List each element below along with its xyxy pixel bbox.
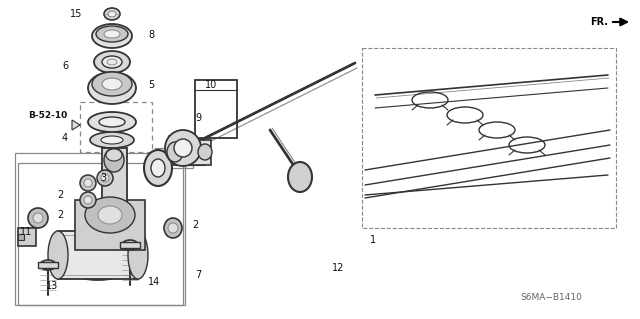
Ellipse shape: [107, 59, 117, 65]
Ellipse shape: [167, 142, 183, 162]
Ellipse shape: [28, 208, 48, 228]
Ellipse shape: [53, 230, 143, 280]
Bar: [173, 140, 211, 165]
Ellipse shape: [198, 144, 212, 160]
Text: 13: 13: [46, 281, 58, 291]
Bar: [18, 234, 24, 240]
Text: 11: 11: [20, 227, 32, 237]
Ellipse shape: [98, 206, 122, 224]
Ellipse shape: [104, 8, 120, 20]
Text: 3: 3: [100, 173, 106, 183]
Ellipse shape: [84, 196, 92, 204]
Ellipse shape: [165, 130, 201, 166]
Ellipse shape: [151, 159, 165, 177]
Bar: [18, 228, 36, 246]
Ellipse shape: [168, 223, 178, 233]
Ellipse shape: [101, 174, 109, 182]
Ellipse shape: [92, 24, 132, 48]
Bar: [58, 231, 138, 279]
Bar: [195, 80, 237, 138]
Text: 9: 9: [195, 113, 201, 123]
Text: 2: 2: [57, 210, 63, 220]
Ellipse shape: [102, 78, 122, 90]
Ellipse shape: [108, 11, 116, 17]
Bar: [75, 200, 145, 250]
Text: 5: 5: [148, 80, 154, 90]
Ellipse shape: [85, 197, 135, 233]
Ellipse shape: [104, 148, 124, 172]
Ellipse shape: [97, 170, 113, 186]
Ellipse shape: [80, 192, 96, 208]
Ellipse shape: [288, 162, 312, 192]
Ellipse shape: [48, 231, 68, 279]
Ellipse shape: [101, 136, 123, 144]
Text: 14: 14: [148, 277, 160, 287]
Text: 7: 7: [195, 270, 201, 280]
Ellipse shape: [88, 112, 136, 132]
Ellipse shape: [174, 139, 192, 157]
Text: 8: 8: [148, 30, 154, 40]
Text: 4: 4: [62, 133, 68, 143]
Ellipse shape: [90, 132, 134, 148]
Ellipse shape: [80, 175, 96, 191]
Text: 2: 2: [57, 190, 63, 200]
Text: 6: 6: [62, 61, 68, 71]
Ellipse shape: [144, 150, 172, 186]
Text: 15: 15: [70, 9, 82, 19]
Text: FR.: FR.: [590, 17, 608, 27]
Polygon shape: [72, 120, 80, 130]
Text: 10: 10: [205, 80, 217, 90]
Text: S6MA−B1410: S6MA−B1410: [520, 293, 582, 302]
Ellipse shape: [106, 149, 122, 161]
Ellipse shape: [33, 213, 43, 223]
Bar: [120, 242, 140, 248]
Text: 12: 12: [332, 263, 344, 273]
Ellipse shape: [84, 179, 92, 187]
Ellipse shape: [99, 117, 125, 127]
Text: 1: 1: [370, 235, 376, 245]
Ellipse shape: [94, 51, 130, 73]
Bar: [80, 102, 152, 152]
Ellipse shape: [102, 56, 122, 68]
Ellipse shape: [122, 240, 138, 250]
Ellipse shape: [88, 72, 136, 104]
Bar: [102, 148, 127, 203]
Text: 2: 2: [192, 220, 198, 230]
Bar: [38, 262, 58, 268]
Ellipse shape: [92, 72, 132, 96]
Ellipse shape: [96, 26, 128, 42]
Ellipse shape: [128, 231, 148, 279]
Ellipse shape: [40, 260, 56, 270]
Ellipse shape: [104, 30, 120, 38]
Text: B-52-10: B-52-10: [28, 112, 67, 121]
Ellipse shape: [164, 218, 182, 238]
